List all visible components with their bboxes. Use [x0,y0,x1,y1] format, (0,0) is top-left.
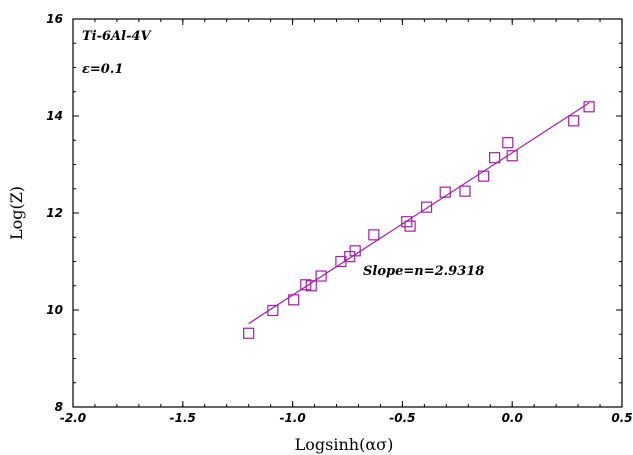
data-point [305,280,317,292]
data-point [404,220,416,232]
x-axis-title: Logsinh(ασ) [295,435,394,454]
x-tick-label: 0.5 [611,411,632,425]
data-point [478,170,490,182]
x-tick-label: -2.0 [60,411,86,425]
y-tick-label: 10 [46,303,63,317]
data-point [349,245,361,257]
data-point [315,270,327,282]
y-tick-label: 12 [46,206,63,220]
data-point [267,304,279,317]
x-tick-label: 0.0 [502,411,523,425]
plot-frame [72,18,623,408]
data-point [368,229,380,241]
data-points [243,101,595,339]
x-tick-label: -1.5 [170,411,196,425]
fit-line-group [248,102,590,325]
data-point [568,115,580,127]
strain-label: ε=0.1 [82,62,123,77]
fit-line [248,102,590,325]
slope-label: Slope=n=2.9318 [363,264,484,279]
data-point [288,294,300,306]
y-tick-label: 16 [46,12,63,26]
data-point [401,216,413,228]
data-point [439,186,451,198]
data-point [583,101,595,113]
x-tick-label: -1.0 [279,411,305,425]
y-tick-label: 8 [55,400,63,414]
material-label: Ti-6Al-4V [82,29,153,44]
y-axis-title: Log(Z) [7,186,26,240]
data-point [489,152,501,164]
data-point [506,150,518,162]
axes [72,18,623,408]
x-ticks: -2.0 -1.5 -1.0 -0.5 0.0 0.5 [60,19,633,425]
x-tick-label: -0.5 [389,411,415,425]
data-point [243,327,255,339]
y-ticks: 8 10 12 14 16 [46,12,622,414]
data-point [502,137,514,149]
data-point [459,185,471,197]
y-tick-label: 14 [46,109,63,123]
data-point [420,201,433,213]
